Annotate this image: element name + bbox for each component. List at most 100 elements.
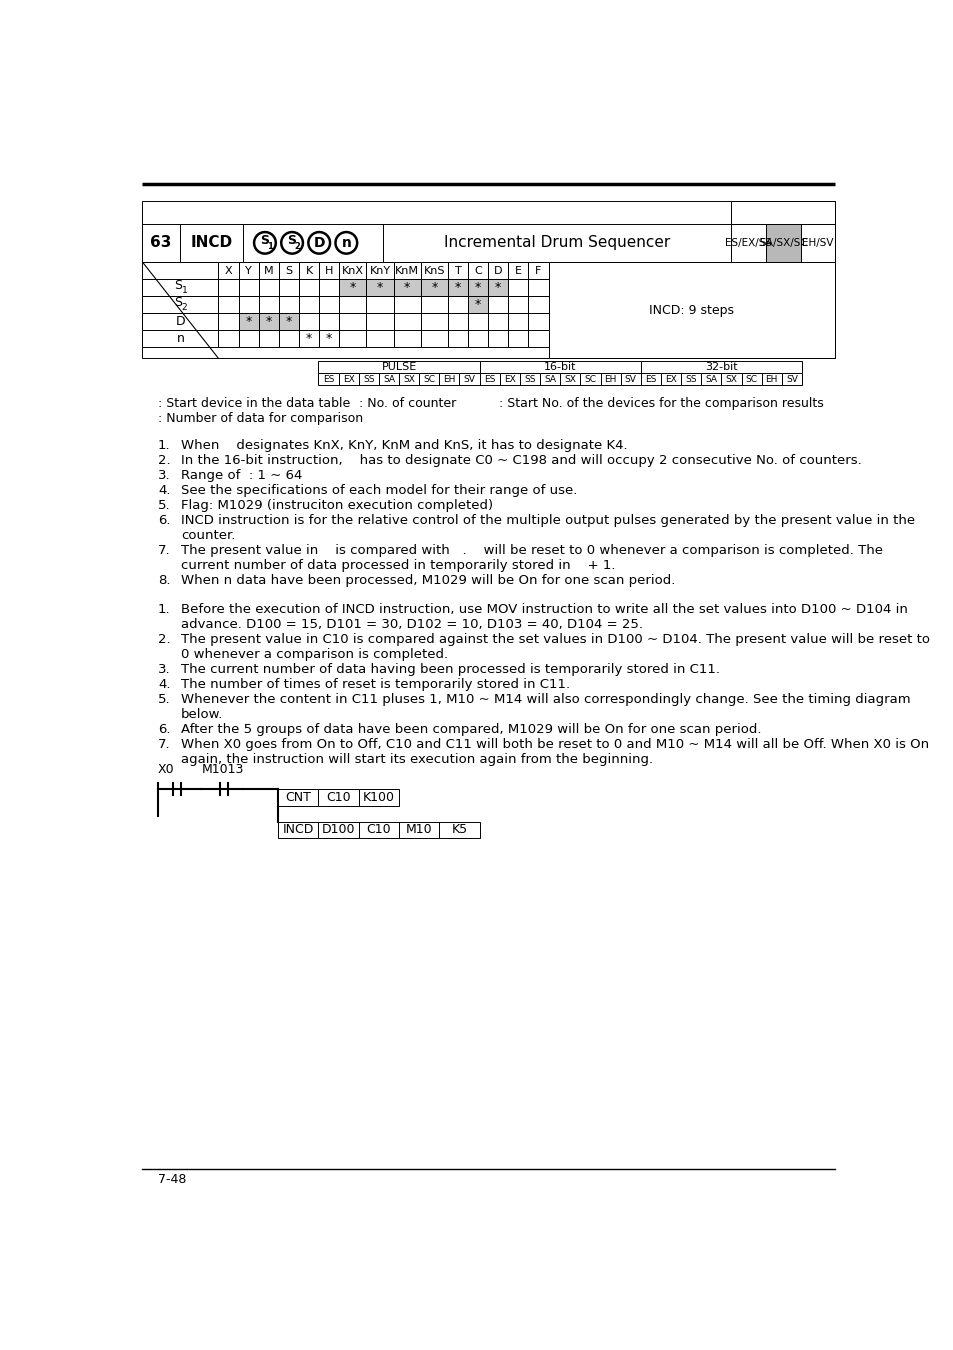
Text: EX: EX — [664, 375, 677, 383]
Text: 63: 63 — [151, 235, 172, 250]
Text: *: * — [475, 298, 480, 311]
Bar — [420, 296, 447, 313]
Bar — [620, 373, 640, 385]
Text: 1: 1 — [267, 242, 273, 251]
Bar — [319, 313, 339, 329]
Text: : Start No. of the devices for the comparison results: : Start No. of the devices for the compa… — [498, 397, 822, 409]
Text: *: * — [306, 332, 312, 344]
Text: SS: SS — [524, 375, 536, 383]
Text: *: * — [455, 281, 460, 294]
Bar — [339, 329, 366, 347]
Text: KnY: KnY — [369, 266, 390, 275]
Text: ES: ES — [644, 375, 656, 383]
Bar — [599, 373, 620, 385]
Text: D100: D100 — [321, 824, 355, 837]
Text: n: n — [341, 236, 351, 250]
Text: *: * — [376, 281, 383, 294]
Text: : No. of counter: : No. of counter — [359, 397, 456, 409]
Text: 7-48: 7-48 — [158, 1173, 186, 1187]
Text: Range of  : 1 ~ 64: Range of : 1 ~ 64 — [181, 470, 302, 482]
Bar — [508, 313, 528, 329]
Text: When    designates KnX, KnY, KnM and KnS, it has to designate K4.: When designates KnX, KnY, KnM and KnS, i… — [181, 439, 627, 452]
Bar — [528, 313, 548, 329]
Text: Flag: M1029 (instruciton execution completed): Flag: M1029 (instruciton execution compl… — [181, 500, 493, 512]
Bar — [298, 296, 319, 313]
Text: INCD: INCD — [282, 824, 314, 837]
Bar — [142, 262, 835, 358]
Text: 5.: 5. — [158, 694, 171, 706]
Bar — [258, 329, 278, 347]
Bar — [366, 313, 394, 329]
Bar — [238, 329, 258, 347]
Bar — [258, 296, 278, 313]
Text: ES: ES — [322, 375, 334, 383]
Text: ES/EX/SS: ES/EX/SS — [724, 238, 772, 248]
Bar — [258, 313, 278, 329]
Text: 32-bit: 32-bit — [704, 362, 737, 373]
Bar — [720, 373, 740, 385]
Text: The number of times of reset is temporarily stored in C11.: The number of times of reset is temporar… — [181, 678, 570, 691]
Bar — [700, 373, 720, 385]
Bar — [218, 329, 238, 347]
Text: C10: C10 — [326, 791, 351, 805]
Bar — [278, 313, 298, 329]
Text: 8.: 8. — [158, 574, 171, 587]
Bar — [394, 262, 420, 279]
Bar — [447, 329, 468, 347]
Text: EX: EX — [342, 375, 355, 383]
Text: SX: SX — [564, 375, 576, 383]
Text: S: S — [174, 279, 182, 293]
Bar — [358, 373, 378, 385]
Text: C: C — [474, 266, 481, 275]
Bar — [499, 373, 519, 385]
Text: 3.: 3. — [158, 663, 171, 676]
Text: counter.: counter. — [181, 529, 235, 543]
Text: 0 whenever a comparison is completed.: 0 whenever a comparison is completed. — [181, 648, 448, 662]
Bar — [366, 279, 394, 296]
Bar — [394, 279, 420, 296]
Bar — [238, 279, 258, 296]
Bar — [479, 362, 640, 373]
Text: SX: SX — [725, 375, 737, 383]
Bar — [468, 296, 488, 313]
Bar — [488, 296, 508, 313]
Text: SA: SA — [543, 375, 556, 383]
Bar — [508, 279, 528, 296]
Text: KnX: KnX — [341, 266, 363, 275]
Bar — [468, 329, 488, 347]
Bar — [640, 362, 801, 373]
Bar — [238, 262, 258, 279]
Bar — [519, 373, 539, 385]
Bar — [358, 822, 398, 838]
Bar — [318, 822, 358, 838]
Text: INCD: 9 steps: INCD: 9 steps — [649, 304, 734, 317]
Bar — [278, 262, 298, 279]
Bar — [142, 296, 218, 313]
Text: SV: SV — [785, 375, 797, 383]
Bar — [548, 262, 835, 358]
Text: 7.: 7. — [158, 544, 171, 558]
Text: 1.: 1. — [158, 603, 171, 616]
Text: KnM: KnM — [395, 266, 418, 275]
Bar — [731, 201, 835, 224]
Text: D: D — [175, 315, 185, 328]
Bar — [238, 313, 258, 329]
Text: Y: Y — [245, 266, 252, 275]
Text: E: E — [515, 266, 521, 275]
Bar — [680, 373, 700, 385]
Text: n: n — [176, 332, 184, 344]
Text: 6.: 6. — [158, 724, 171, 736]
Bar — [298, 279, 319, 296]
Bar — [468, 279, 488, 296]
Text: D: D — [314, 236, 325, 250]
Bar — [559, 373, 579, 385]
Bar — [488, 329, 508, 347]
Bar — [447, 296, 468, 313]
Text: X0: X0 — [158, 763, 174, 776]
Text: F: F — [535, 266, 541, 275]
Text: S: S — [287, 234, 295, 247]
Text: 3.: 3. — [158, 470, 171, 482]
Text: current number of data processed in temporarily stored in    + 1.: current number of data processed in temp… — [181, 559, 615, 572]
Text: T: T — [454, 266, 461, 275]
Text: EX: EX — [503, 375, 516, 383]
